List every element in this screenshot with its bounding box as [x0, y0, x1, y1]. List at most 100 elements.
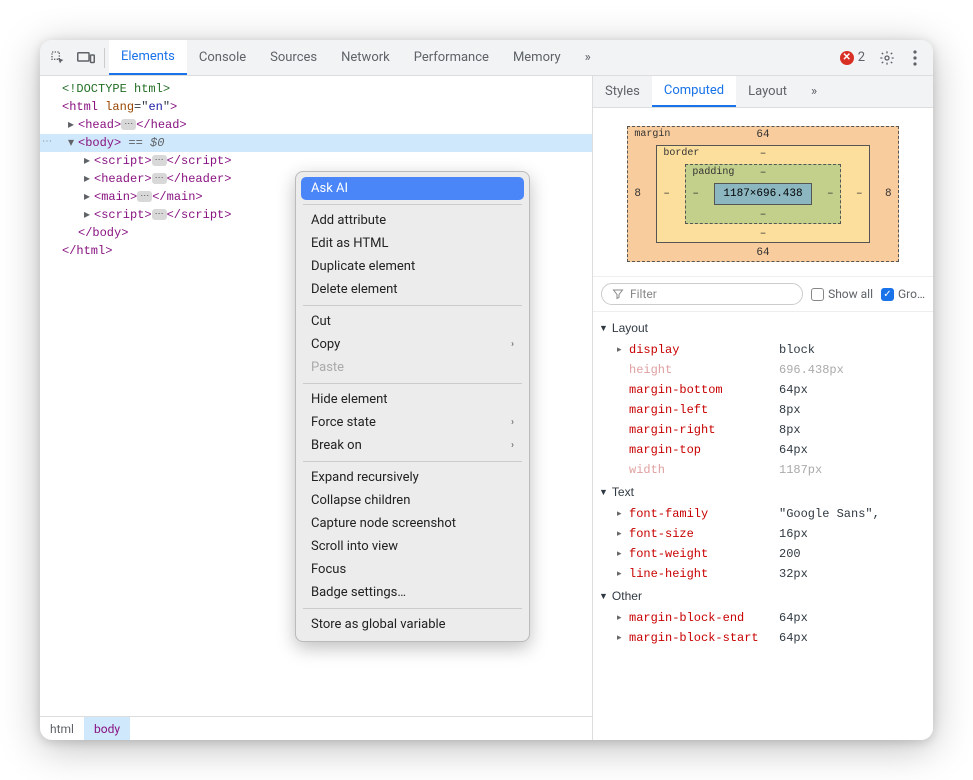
- margin-label: margin: [634, 129, 670, 140]
- error-badge[interactable]: ✕ 2: [832, 50, 873, 65]
- filter-input[interactable]: Filter: [601, 283, 803, 305]
- chevron-right-icon: ›: [511, 440, 514, 451]
- main-tab-elements[interactable]: Elements: [109, 40, 187, 75]
- devtools-window: ElementsConsoleSourcesNetworkPerformance…: [40, 40, 933, 740]
- prop-margin-top[interactable]: margin-top64px: [599, 440, 925, 460]
- box-model[interactable]: margin 64 64 8 8 border – – – – paddin: [593, 108, 933, 277]
- breadcrumb-html[interactable]: html: [40, 717, 84, 740]
- separator: [303, 461, 522, 462]
- dom-line[interactable]: ▸<script>⋯</script>: [40, 152, 592, 170]
- chevron-right-icon: ›: [511, 339, 514, 350]
- prop-width[interactable]: width1187px: [599, 460, 925, 480]
- ctx-ask-ai[interactable]: Ask AI: [301, 177, 524, 200]
- padding-left: –: [692, 188, 699, 200]
- kebab-icon[interactable]: [901, 44, 929, 72]
- chevron-right-icon: ›: [511, 417, 514, 428]
- prop-font-family[interactable]: ▸font-family"Google Sans",: [599, 504, 925, 524]
- ctx-duplicate-element[interactable]: Duplicate element: [301, 255, 524, 278]
- ctx-scroll-into-view[interactable]: Scroll into view: [301, 535, 524, 558]
- main-tabbar: ElementsConsoleSourcesNetworkPerformance…: [40, 40, 933, 76]
- prop-height[interactable]: height696.438px: [599, 360, 925, 380]
- padding-right: –: [827, 188, 834, 200]
- ctx-paste: Paste: [301, 356, 524, 379]
- ctx-break-on[interactable]: Break on›: [301, 434, 524, 457]
- prop-margin-block-start[interactable]: ▸margin-block-start64px: [599, 628, 925, 648]
- ctx-copy[interactable]: Copy›: [301, 333, 524, 356]
- funnel-icon: [612, 288, 624, 300]
- prop-font-size[interactable]: ▸font-size16px: [599, 524, 925, 544]
- prop-group-other[interactable]: ▼Other: [599, 584, 925, 608]
- ctx-collapse-children[interactable]: Collapse children: [301, 489, 524, 512]
- separator: [303, 204, 522, 205]
- separator: [303, 383, 522, 384]
- padding-bottom: –: [760, 209, 767, 221]
- prop-margin-left[interactable]: margin-left8px: [599, 400, 925, 420]
- ctx-cut[interactable]: Cut: [301, 310, 524, 333]
- inspect-icon[interactable]: [44, 44, 72, 72]
- prop-group-text[interactable]: ▼Text: [599, 480, 925, 504]
- error-icon: ✕: [840, 51, 854, 65]
- dom-line[interactable]: <html lang="en">: [40, 98, 592, 116]
- device-icon[interactable]: [72, 44, 100, 72]
- ctx-delete-element[interactable]: Delete element: [301, 278, 524, 301]
- prop-margin-bottom[interactable]: margin-bottom64px: [599, 380, 925, 400]
- separator: [303, 608, 522, 609]
- ctx-expand-recursively[interactable]: Expand recursively: [301, 466, 524, 489]
- ctx-add-attribute[interactable]: Add attribute: [301, 209, 524, 232]
- checkbox-icon: ✓: [881, 288, 894, 301]
- border-left: –: [663, 188, 670, 200]
- group-checkbox[interactable]: ✓ Gro…: [881, 287, 925, 301]
- dom-line[interactable]: <!DOCTYPE html>: [40, 80, 592, 98]
- computed-properties[interactable]: ▼Layout▸displayblockheight696.438pxmargi…: [593, 312, 933, 740]
- main-tab-performance[interactable]: Performance: [402, 40, 501, 75]
- prop-margin-block-end[interactable]: ▸margin-block-end64px: [599, 608, 925, 628]
- breadcrumb-bar: htmlbody: [40, 716, 592, 740]
- ctx-edit-as-html[interactable]: Edit as HTML: [301, 232, 524, 255]
- separator: [104, 48, 105, 68]
- padding-top: –: [760, 167, 767, 179]
- main-tabs-more[interactable]: »: [573, 40, 603, 75]
- padding-label: padding: [692, 167, 734, 178]
- margin-right: 8: [885, 188, 892, 200]
- sub-tab-computed[interactable]: Computed: [652, 76, 736, 107]
- dom-line[interactable]: ▸<head>⋯</head>: [40, 116, 592, 134]
- prop-margin-right[interactable]: margin-right8px: [599, 420, 925, 440]
- margin-top: 64: [756, 129, 769, 141]
- breadcrumb-body[interactable]: body: [84, 717, 130, 740]
- margin-bottom: 64: [756, 247, 769, 259]
- dom-line[interactable]: ⋯▾<body> == $0: [40, 134, 592, 152]
- border-label: border: [663, 148, 699, 159]
- border-right: –: [856, 188, 863, 200]
- main-tab-memory[interactable]: Memory: [501, 40, 573, 75]
- prop-display[interactable]: ▸displayblock: [599, 340, 925, 360]
- gear-icon[interactable]: [873, 44, 901, 72]
- elements-panel: <!DOCTYPE html><html lang="en">▸<head>⋯<…: [40, 76, 593, 740]
- filter-row: Filter Show all ✓ Gro…: [593, 277, 933, 312]
- margin-left: 8: [634, 188, 641, 200]
- row-actions-icon[interactable]: ⋯: [42, 134, 53, 152]
- sub-tabs-more[interactable]: »: [799, 76, 829, 107]
- ctx-hide-element[interactable]: Hide element: [301, 388, 524, 411]
- main-tab-console[interactable]: Console: [187, 40, 258, 75]
- ctx-focus[interactable]: Focus: [301, 558, 524, 581]
- context-menu: Ask AI Add attributeEdit as HTMLDuplicate…: [295, 171, 530, 642]
- main-tab-sources[interactable]: Sources: [258, 40, 329, 75]
- styles-sidebar: StylesComputedLayout » margin 64 64 8 8 …: [593, 76, 933, 740]
- main-tab-network[interactable]: Network: [329, 40, 402, 75]
- sub-tab-layout[interactable]: Layout: [736, 76, 799, 107]
- sub-tabbar: StylesComputedLayout »: [593, 76, 933, 108]
- separator: [303, 305, 522, 306]
- ctx-capture-node-screenshot[interactable]: Capture node screenshot: [301, 512, 524, 535]
- sub-tab-styles[interactable]: Styles: [593, 76, 652, 107]
- border-top: –: [760, 148, 767, 160]
- ctx-store-as-global-variable[interactable]: Store as global variable: [301, 613, 524, 636]
- ctx-force-state[interactable]: Force state›: [301, 411, 524, 434]
- prop-font-weight[interactable]: ▸font-weight200: [599, 544, 925, 564]
- border-bottom: –: [760, 228, 767, 240]
- error-count: 2: [858, 50, 865, 65]
- prop-group-layout[interactable]: ▼Layout: [599, 316, 925, 340]
- ctx-badge-settings-[interactable]: Badge settings…: [301, 581, 524, 604]
- prop-line-height[interactable]: ▸line-height32px: [599, 564, 925, 584]
- checkbox-icon: [811, 288, 824, 301]
- show-all-checkbox[interactable]: Show all: [811, 287, 873, 301]
